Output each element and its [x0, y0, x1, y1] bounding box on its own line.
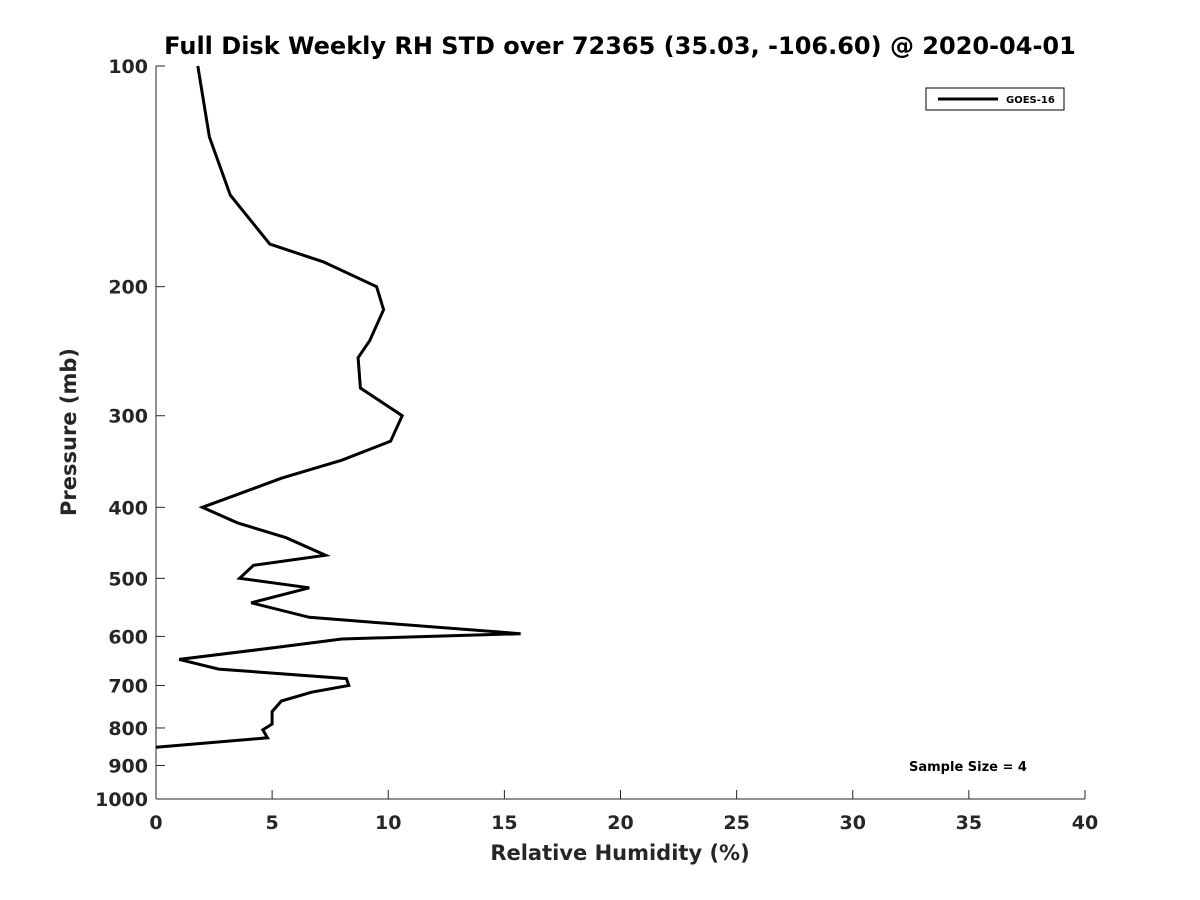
x-tick-label: 5: [266, 812, 279, 834]
y-tick-label: 600: [108, 626, 148, 648]
y-tick-label: 300: [108, 406, 148, 428]
y-tick-label: 800: [108, 718, 148, 740]
y-tick-label: 200: [108, 277, 148, 299]
x-ticks: 0 5 10 15 20 25 30 35 40: [149, 790, 1098, 834]
legend-label-goes-16: GOES-16: [1006, 95, 1055, 106]
y-ticks: 100 200 300 400 500 600 700 800 900 1000: [95, 56, 165, 811]
chart-title: Full Disk Weekly RH STD over 72365 (35.0…: [164, 32, 1076, 60]
x-tick-label: 15: [491, 812, 517, 834]
plot-area: [156, 66, 1085, 799]
series-line-goes-16: [155, 65, 521, 749]
y-tick-label: 400: [108, 497, 148, 519]
x-tick-label: 35: [956, 812, 982, 834]
series-group: [155, 65, 521, 749]
y-tick-label: 900: [108, 755, 148, 777]
sample-size-annotation: Sample Size = 4: [909, 760, 1027, 775]
x-tick-label: 0: [149, 812, 162, 834]
x-tick-label: 25: [723, 812, 749, 834]
x-tick-label: 20: [607, 812, 633, 834]
y-tick-label: 500: [108, 568, 148, 590]
x-axis-label: Relative Humidity (%): [490, 841, 749, 865]
y-tick-label: 700: [108, 675, 148, 697]
x-tick-label: 30: [840, 812, 866, 834]
x-tick-label: 40: [1072, 812, 1098, 834]
y-tick-label: 100: [108, 56, 148, 78]
x-tick-label: 10: [375, 812, 401, 834]
y-axis-label: Pressure (mb): [57, 348, 81, 516]
legend: GOES-16: [925, 87, 1065, 111]
y-tick-label: 1000: [95, 789, 148, 811]
